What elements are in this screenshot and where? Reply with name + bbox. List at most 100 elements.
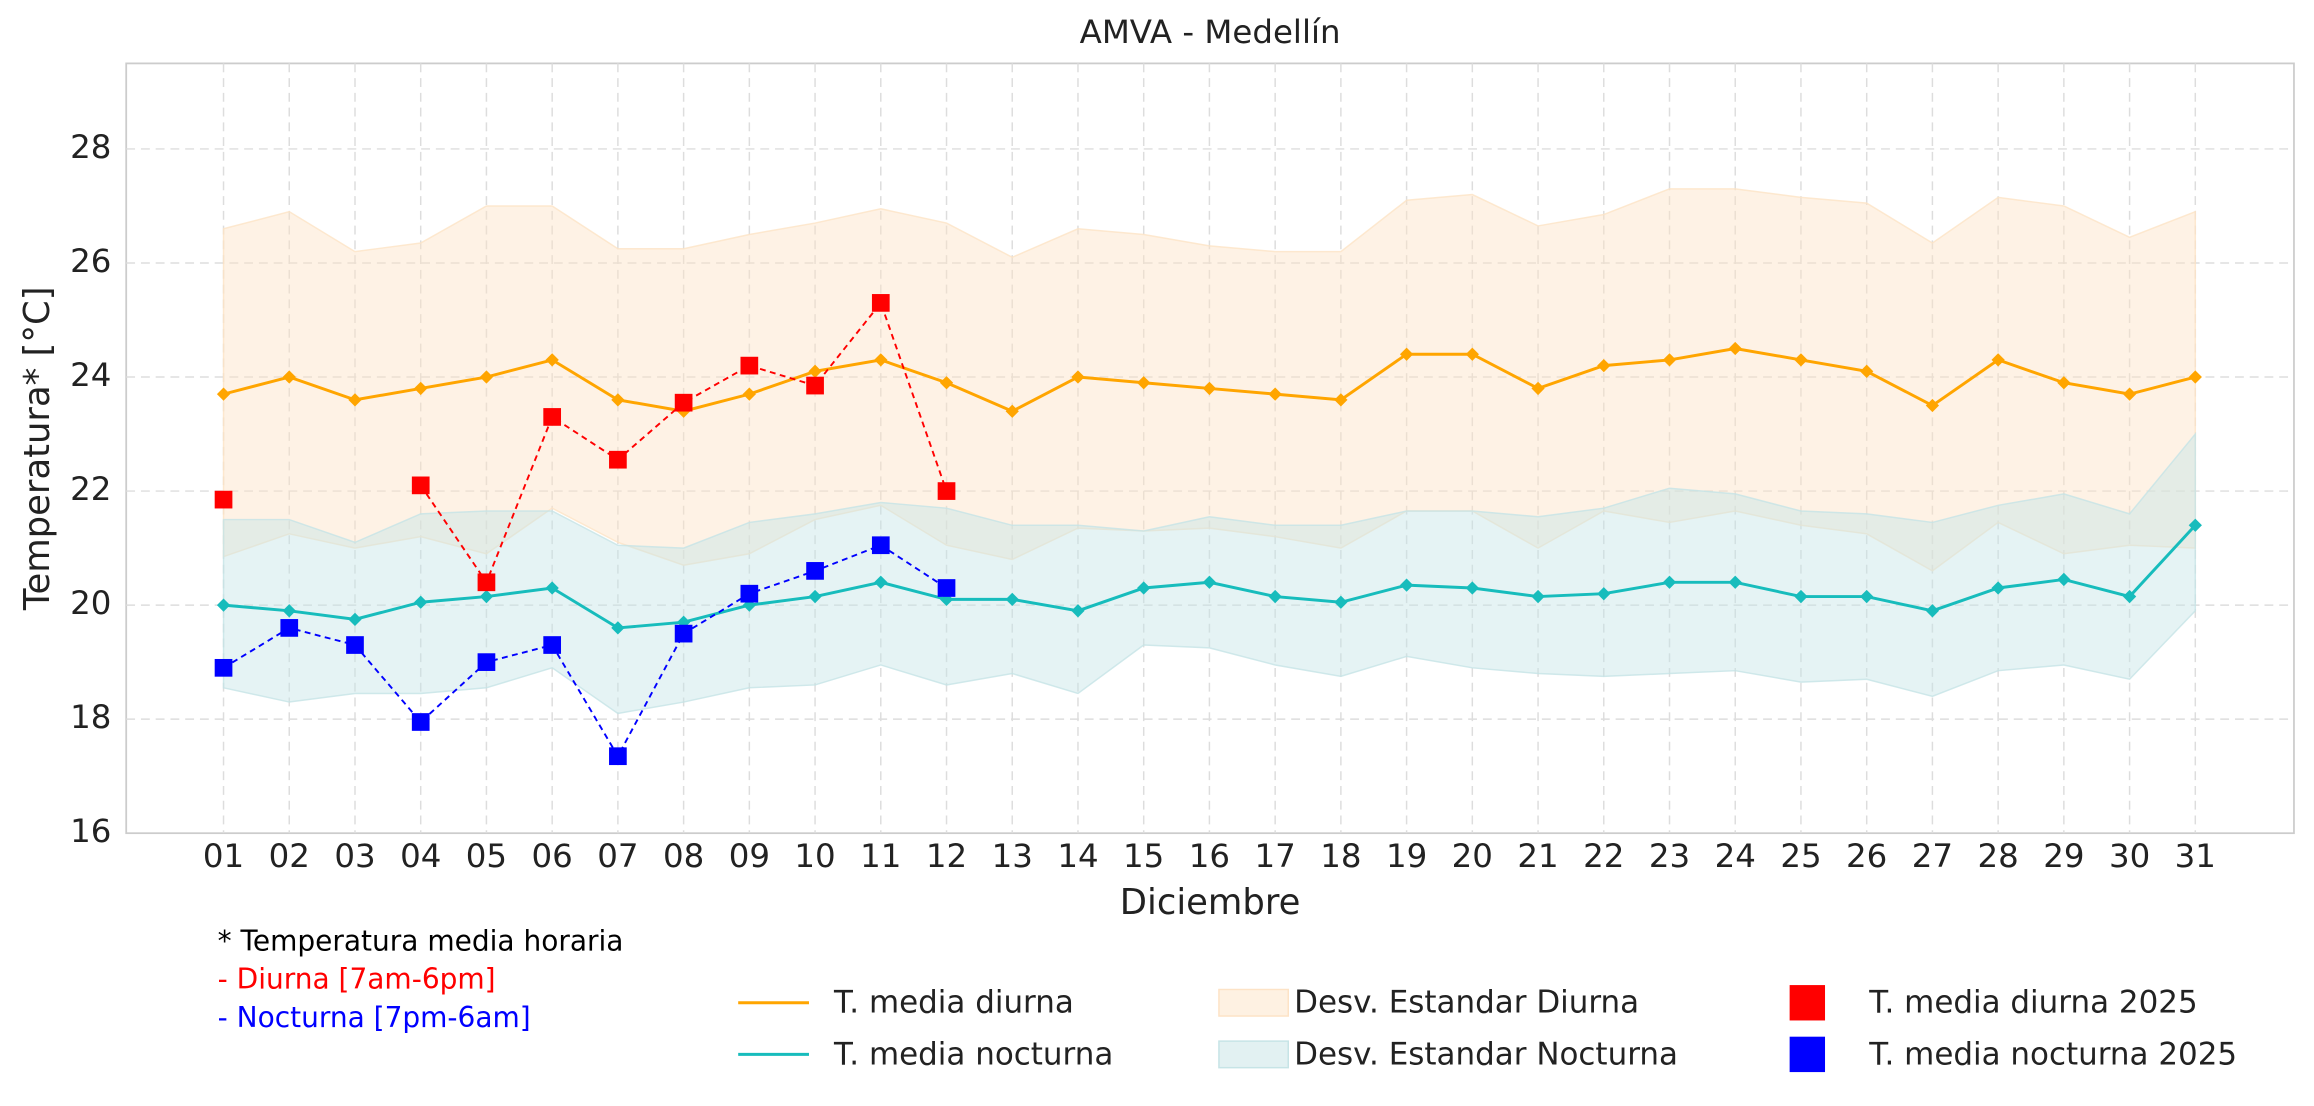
legend-swatch: [1789, 1036, 1826, 1073]
data-marker: [806, 376, 824, 395]
data-marker: [282, 370, 296, 384]
x-tick-label: 20: [1452, 837, 1493, 875]
data-marker: [2057, 572, 2071, 587]
series-line: [419, 300, 948, 585]
y-axis-label: Temperatura* [°C]: [17, 286, 58, 611]
data-marker: [1860, 364, 1874, 378]
data-marker: [1005, 404, 1019, 418]
legend-item: Desv. Estandar Diurna: [1218, 985, 1639, 1021]
y-tick-label: 20: [70, 584, 111, 622]
data-marker: [808, 589, 822, 604]
data-marker: [1334, 393, 1348, 407]
x-tick-label: 13: [992, 837, 1033, 875]
note: - Diurna [7am-6pm]: [218, 963, 496, 996]
x-tick-label: 30: [2109, 837, 2150, 875]
data-marker: [477, 573, 496, 592]
data-marker: [1794, 589, 1808, 604]
data-marker: [214, 490, 233, 509]
data-marker: [1071, 370, 1085, 384]
data-marker: [806, 562, 824, 580]
x-tick-label: 28: [1977, 837, 2018, 875]
data-marker: [1268, 387, 1282, 401]
legend-label: T. media diurna: [833, 985, 1074, 1021]
data-marker: [1399, 578, 1414, 592]
x-tick-label: 07: [597, 837, 638, 875]
x-tick-label: 18: [1320, 837, 1361, 875]
data-marker: [808, 364, 822, 378]
data-marker: [479, 589, 494, 604]
data-marker: [1268, 589, 1282, 604]
data-marker: [1991, 353, 2005, 367]
x-tick-label: 25: [1780, 837, 1821, 875]
x-tick-label: 01: [203, 837, 244, 875]
data-marker: [1071, 604, 1085, 618]
x-tick-label: 31: [2175, 837, 2216, 875]
x-tick-label: 21: [1517, 837, 1558, 875]
x-tick-label: 03: [334, 837, 375, 875]
data-marker: [871, 536, 890, 555]
data-marker: [411, 476, 430, 495]
grid-layer: [126, 63, 2294, 834]
legend-label: T. media diurna 2025: [1868, 985, 2197, 1021]
legend-item: T. media nocturna: [738, 1036, 1113, 1072]
y-tick-label: 28: [70, 128, 111, 166]
data-marker: [543, 408, 562, 426]
legend-swatch: [1789, 985, 1826, 1021]
x-tick-label: 11: [860, 837, 901, 875]
x-tick-label: 22: [1583, 837, 1624, 875]
data-marker: [871, 294, 890, 312]
legend-item: T. media diurna: [738, 985, 1074, 1021]
x-tick-label: 12: [926, 837, 967, 875]
data-marker: [674, 393, 693, 412]
y-tick-label: 18: [70, 698, 111, 736]
label-layer: 16 18 20 22 24 26 28 01 02 03 04 05 06 07 08 09 10 11 12 13…: [70, 128, 2216, 875]
x-tick-label: 26: [1846, 837, 1887, 875]
x-tick-label: 14: [1057, 837, 1098, 875]
data-marker: [609, 747, 627, 766]
data-marker: [2122, 589, 2137, 604]
data-marker: [939, 376, 954, 390]
data-marker: [346, 636, 364, 654]
series-line: [223, 544, 948, 759]
data-marker: [1860, 589, 1874, 604]
x-tick-label: 15: [1123, 837, 1164, 875]
chart-title: AMVA - Medellín: [1080, 13, 1341, 51]
data-marker: [1925, 604, 1940, 618]
legend-label: T. media nocturna 2025: [1868, 1036, 2237, 1072]
x-tick-label: 05: [466, 837, 507, 875]
data-marker: [214, 658, 233, 677]
data-marker: [479, 370, 494, 384]
x-tick-label: 27: [1912, 837, 1953, 875]
legend-swatch: [1218, 1040, 1289, 1069]
y-tick-label: 26: [70, 242, 111, 280]
data-marker: [874, 353, 888, 367]
x-tick-label: 08: [663, 837, 704, 875]
legend-swatch: [1218, 988, 1289, 1017]
y-tick-label: 24: [70, 356, 111, 394]
data-marker: [674, 624, 693, 643]
data-marker: [543, 636, 562, 654]
data-marker: [1794, 353, 1808, 367]
data-marker: [1531, 589, 1545, 604]
x-tick-label: 19: [1386, 837, 1427, 875]
data-marker: [742, 387, 756, 401]
data-marker: [282, 604, 296, 618]
data-marker: [1662, 353, 1677, 367]
data-marker: [1925, 398, 1940, 413]
data-marker: [609, 450, 627, 469]
y-tick-label: 16: [70, 812, 111, 850]
data-marker: [411, 713, 430, 731]
x-tick-label: 04: [400, 837, 441, 875]
legend-label: T. media nocturna: [833, 1036, 1113, 1072]
std-band: [222, 431, 2197, 715]
x-tick-label: 29: [2043, 837, 2084, 875]
x-tick-label: 17: [1255, 837, 1296, 875]
data-marker: [414, 381, 428, 396]
data-marker: [414, 595, 428, 609]
band-layer: [222, 188, 2197, 715]
x-tick-label: 02: [269, 837, 310, 875]
data-marker: [2057, 376, 2071, 390]
data-marker: [280, 619, 299, 637]
data-marker: [1137, 376, 1151, 390]
